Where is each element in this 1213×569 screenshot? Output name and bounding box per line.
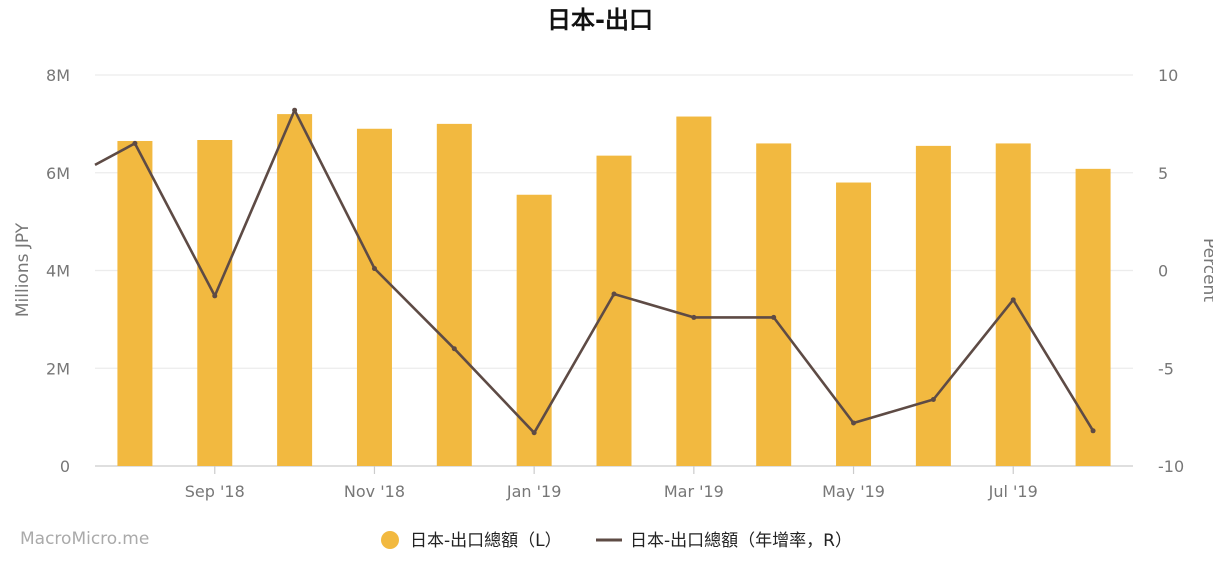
axis-labels: 0 2M 4M 6M 8M -10 -5 0 5 10 Sep '18 Nov '18 Jan '19 M… xyxy=(46,66,1184,501)
line-point[interactable] xyxy=(292,107,298,113)
line-path xyxy=(94,108,1095,435)
bar-series xyxy=(117,114,1111,467)
line-point[interactable] xyxy=(930,397,936,403)
line-point[interactable] xyxy=(691,314,697,320)
y-left-tick-label: 8M xyxy=(46,66,70,85)
bar[interactable] xyxy=(117,140,153,466)
bar[interactable] xyxy=(676,116,712,466)
bar[interactable] xyxy=(197,140,233,466)
line-point[interactable] xyxy=(1010,297,1016,303)
chart-title: 日本-出口 xyxy=(547,6,653,34)
axes xyxy=(95,465,1133,474)
legend: 日本-出口總額（L） 日本-出口總額（年增率，R） xyxy=(381,531,852,551)
bar[interactable] xyxy=(756,143,792,467)
x-tick-label: Jul '19 xyxy=(988,482,1038,501)
y-left-tick-label: 6M xyxy=(46,164,70,183)
x-tick-label: Jan '19 xyxy=(506,482,562,501)
legend-line-label[interactable]: 日本-出口總額（年增率，R） xyxy=(630,531,852,551)
line-point[interactable] xyxy=(531,430,537,436)
y-axis-left-title: Millions JPY xyxy=(13,222,33,317)
legend-bar-label[interactable]: 日本-出口總額（L） xyxy=(410,531,562,551)
line-point[interactable] xyxy=(611,291,617,297)
x-tick-label: May '19 xyxy=(822,482,885,501)
y-axis-right-title: Percent xyxy=(1199,238,1213,302)
x-tick-label: Mar '19 xyxy=(664,482,724,501)
x-tick-label: Nov '18 xyxy=(344,482,405,501)
line-point[interactable] xyxy=(771,314,777,320)
bar[interactable] xyxy=(1075,168,1111,466)
y-right-tick-label: 0 xyxy=(1158,262,1168,281)
y-right-tick-label: 10 xyxy=(1158,66,1178,85)
bar[interactable] xyxy=(436,123,472,466)
watermark: MacroMicro.me xyxy=(20,529,149,549)
legend-bar-marker xyxy=(381,531,399,549)
y-right-tick-label: 5 xyxy=(1158,164,1168,183)
y-right-tick-label: -5 xyxy=(1158,359,1174,378)
bar[interactable] xyxy=(596,155,632,467)
line-point[interactable] xyxy=(132,140,138,146)
line-point[interactable] xyxy=(451,346,457,352)
bar[interactable] xyxy=(516,194,552,466)
x-tick-label: Sep '18 xyxy=(185,482,245,501)
bar[interactable] xyxy=(995,143,1031,467)
line-series xyxy=(94,107,1096,436)
line-point[interactable] xyxy=(1090,428,1096,434)
bar[interactable] xyxy=(277,114,313,466)
line-point[interactable] xyxy=(212,293,218,299)
y-left-tick-label: 4M xyxy=(46,262,70,281)
bar[interactable] xyxy=(915,145,951,466)
line-point[interactable] xyxy=(371,266,377,272)
y-left-tick-label: 2M xyxy=(46,359,70,378)
y-left-tick-label: 0 xyxy=(60,457,70,476)
bar[interactable] xyxy=(356,128,392,466)
line-point[interactable] xyxy=(851,420,857,426)
y-right-tick-label: -10 xyxy=(1158,457,1184,476)
